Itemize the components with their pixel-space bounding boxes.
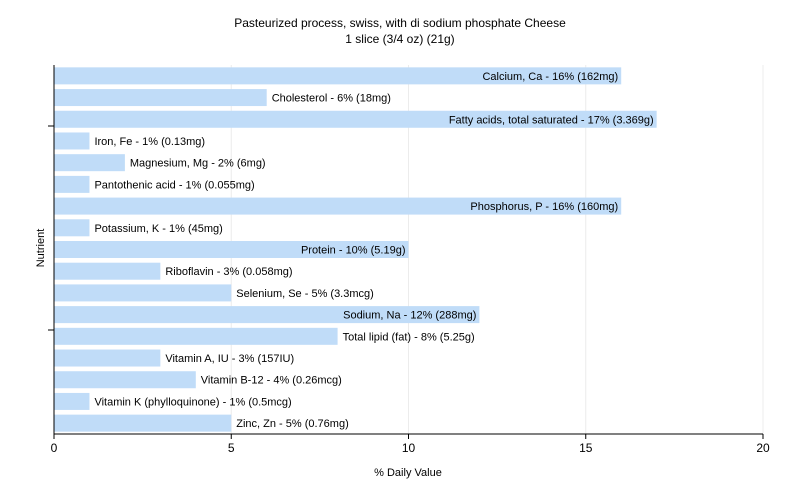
x-axis-label: % Daily Value: [374, 467, 442, 479]
x-tick-label: 0: [51, 441, 58, 455]
bar-labels: Calcium, Ca - 16% (162mg) Cholesterol - 6…: [94, 71, 653, 430]
bar: [54, 132, 90, 150]
bar-label: Potassium, K - 1% (45mg): [94, 223, 222, 235]
x-tick-label: 10: [402, 441, 416, 455]
axes: [48, 65, 764, 439]
x-tick-labels: 0 5 10 15 20: [51, 441, 770, 455]
bar-label: Fatty acids, total saturated - 17% (3.36…: [449, 114, 654, 126]
bar: [54, 175, 90, 193]
bar: [54, 392, 90, 410]
bar: [54, 197, 622, 215]
bar-label: Cholesterol - 6% (18mg): [272, 93, 391, 105]
bar-label: Pantothenic acid - 1% (0.055mg): [94, 179, 254, 191]
bar: [54, 327, 338, 345]
bar-label: Protein - 10% (5.19g): [301, 245, 406, 257]
bar-label: Vitamin A, IU - 3% (157IU): [165, 353, 294, 365]
bar: [54, 154, 125, 172]
bar: [54, 284, 232, 302]
bar: [54, 262, 161, 280]
bar-label: Magnesium, Mg - 2% (6mg): [130, 158, 266, 170]
x-tick-label: 20: [756, 441, 770, 455]
bar-label: Phosphorus, P - 16% (160mg): [470, 201, 618, 213]
bar-label: Sodium, Na - 12% (288mg): [343, 310, 476, 322]
bar-label: Vitamin B-12 - 4% (0.26mcg): [201, 375, 342, 387]
bar: [54, 219, 90, 237]
bar: [54, 371, 196, 389]
bar: [54, 110, 657, 128]
bars: [54, 67, 657, 432]
chart-subtitle: 1 slice (3/4 oz) (21g): [345, 32, 455, 46]
bar-label: Vitamin K (phylloquinone) - 1% (0.5mcg): [94, 396, 291, 408]
bar-label: Total lipid (fat) - 8% (5.25g): [343, 331, 475, 343]
bar: [54, 67, 622, 85]
bar: [54, 241, 409, 258]
y-axis-label: Nutrient: [35, 229, 47, 268]
bar-label: Calcium, Ca - 16% (162mg): [482, 71, 618, 83]
bar-label: Iron, Fe - 1% (0.13mg): [94, 136, 205, 148]
bar-label: Riboflavin - 3% (0.058mg): [165, 266, 292, 278]
chart-title: Pasteurized process, swiss, with di sodi…: [234, 16, 566, 30]
bar: [54, 349, 161, 367]
bar: [54, 414, 232, 432]
bar-label: Selenium, Se - 5% (3.3mcg): [236, 288, 374, 300]
x-tick-label: 15: [579, 441, 593, 455]
bar-label: Zinc, Zn - 5% (0.76mg): [236, 418, 348, 430]
bar: [54, 89, 267, 107]
bar: [54, 306, 480, 324]
x-tick-label: 5: [228, 441, 235, 455]
